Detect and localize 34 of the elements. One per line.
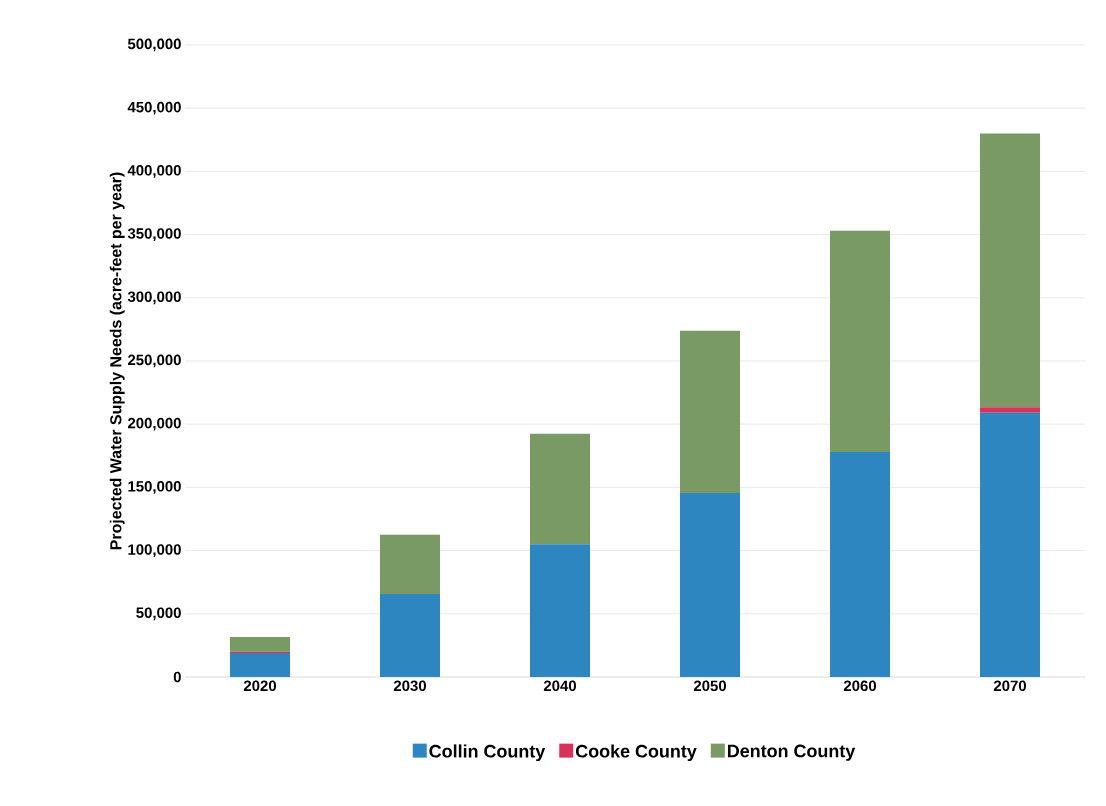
bar — [830, 452, 891, 677]
y-tick-label: 300,000 — [127, 291, 181, 305]
bar — [680, 330, 740, 494]
x-tick-label: 2060 — [843, 680, 876, 692]
bar — [680, 493, 740, 677]
y-tick-label: 50,000 — [136, 607, 181, 621]
y-tick-label: 100,000 — [128, 544, 181, 557]
bar — [530, 433, 590, 545]
y-tick-label: 450,000 — [127, 101, 181, 115]
bar — [980, 412, 1041, 677]
bar — [980, 407, 1041, 413]
y-tick-label: 200,000 — [127, 417, 181, 431]
legend-label: Cooke County — [575, 744, 697, 762]
bar — [530, 544, 590, 677]
legend-label: Denton County — [727, 744, 856, 761]
x-tick-label: 2030 — [393, 680, 426, 692]
bar — [380, 534, 440, 595]
x-tick-label: 2040 — [543, 680, 576, 692]
bar — [830, 230, 891, 452]
y-tick-label: 150,000 — [128, 481, 181, 494]
bar — [980, 133, 1041, 408]
x-tick-label: 2050 — [693, 680, 726, 692]
legend-label: Collin County — [429, 744, 546, 762]
y-tick-label: 350,000 — [127, 228, 181, 241]
x-tick-label: 2020 — [243, 680, 276, 692]
bar — [230, 637, 290, 652]
x-tick-label: 2070 — [993, 680, 1026, 692]
y-tick-label: 400,000 — [127, 165, 181, 178]
y-tick-label: 250,000 — [127, 354, 181, 368]
y-tick-label: 0 — [173, 671, 181, 683]
y-axis-title: Projected Water Supply Needs (acre-feet per year) — [109, 172, 125, 550]
y-tick-label: 500,000 — [127, 38, 181, 52]
bar — [380, 594, 440, 677]
bar — [230, 652, 290, 677]
